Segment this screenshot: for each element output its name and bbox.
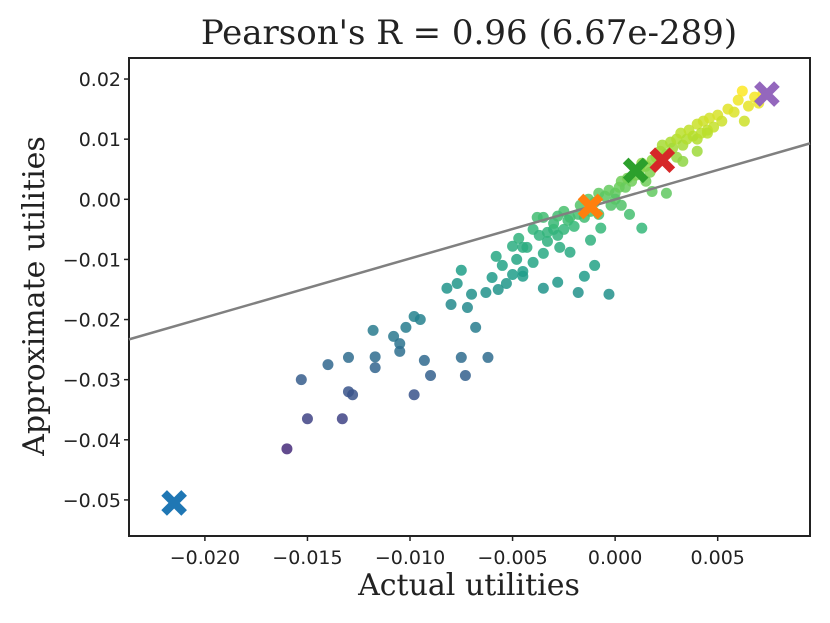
y-tick-label: −0.01 (63, 249, 121, 271)
data-point (496, 259, 508, 271)
x-tick-label: −0.015 (272, 547, 342, 569)
data-point (691, 145, 703, 157)
data-point (445, 299, 457, 311)
highlight-markers (161, 81, 780, 516)
data-point (732, 94, 744, 106)
data-point (742, 100, 754, 112)
data-point (322, 359, 334, 371)
data-point (408, 389, 420, 401)
data-point (490, 250, 502, 262)
fit-line-layer (128, 142, 811, 341)
data-point (595, 222, 607, 234)
data-point (414, 314, 426, 326)
data-point (572, 286, 584, 298)
data-point (568, 220, 580, 232)
data-point (537, 247, 549, 259)
data-point (552, 276, 564, 288)
y-axis-ticks: −0.05 −0.04 −0.03 −0.02 −0.01 0.00 0.01 0.02 (63, 69, 129, 512)
data-point (480, 286, 492, 298)
data-point (537, 282, 549, 294)
data-point (482, 351, 494, 363)
data-point (554, 241, 566, 253)
data-point (677, 155, 689, 167)
data-point (558, 223, 570, 235)
chart-title: Pearson's R = 0.96 (6.67e-289) (201, 13, 737, 53)
data-point (589, 259, 601, 271)
y-tick-label: −0.05 (63, 490, 121, 512)
data-point (455, 264, 467, 276)
y-tick-label: 0.01 (79, 129, 121, 151)
data-point (301, 413, 313, 425)
highlight-marker (161, 490, 187, 516)
x-tick-label: −0.020 (170, 547, 240, 569)
x-tick-label: −0.010 (375, 547, 445, 569)
y-tick-label: 0.02 (79, 69, 121, 91)
data-point (369, 362, 381, 374)
data-point (441, 282, 453, 294)
data-point (367, 324, 379, 336)
data-point (281, 443, 293, 455)
data-point (527, 256, 539, 268)
data-point (451, 277, 463, 289)
data-point (492, 283, 504, 295)
data-points (281, 85, 769, 455)
data-point (564, 246, 576, 258)
data-point (336, 413, 348, 425)
y-axis-label: Approximate utilities (17, 136, 52, 457)
data-point (736, 85, 748, 97)
data-point (660, 187, 672, 199)
data-point (728, 106, 740, 118)
data-point (461, 302, 473, 314)
data-point (470, 321, 482, 333)
data-point (394, 345, 406, 357)
data-point (342, 351, 354, 363)
data-point (541, 235, 553, 247)
data-point (636, 222, 648, 234)
data-point (466, 288, 478, 300)
y-tick-label: −0.02 (63, 310, 121, 332)
y-tick-label: −0.03 (63, 370, 121, 392)
data-point (388, 330, 400, 342)
data-point (615, 199, 627, 211)
x-tick-label: 0.005 (690, 547, 744, 569)
data-point (521, 241, 533, 253)
data-point (500, 277, 512, 289)
data-point (716, 115, 728, 127)
highlight-marker (754, 81, 780, 107)
data-point (418, 354, 430, 366)
data-point (623, 208, 635, 220)
x-axis-label: Actual utilities (357, 568, 580, 603)
data-point (507, 240, 519, 252)
highlight-marker (649, 147, 676, 174)
data-point (394, 338, 406, 350)
data-point (585, 234, 597, 246)
data-point (507, 268, 519, 280)
plot-frame (128, 57, 811, 537)
data-point (517, 270, 529, 282)
y-tick-label: 0.00 (79, 189, 121, 211)
data-point (425, 369, 437, 381)
x-tick-label: −0.005 (477, 547, 547, 569)
highlight-marker (577, 193, 604, 220)
data-point (295, 374, 307, 386)
data-point (513, 232, 525, 244)
data-point (455, 351, 467, 363)
data-point (541, 226, 553, 238)
data-point (603, 288, 615, 300)
data-point (486, 271, 498, 283)
x-axis-ticks: −0.020 −0.015 −0.010 −0.005 0.000 0.005 (170, 536, 745, 569)
fit-line (128, 142, 811, 341)
highlight-marker (622, 157, 649, 184)
data-point (459, 369, 471, 381)
y-tick-label: −0.04 (63, 430, 121, 452)
data-point (738, 115, 750, 127)
data-point (511, 253, 523, 265)
data-point (347, 389, 359, 401)
data-point (578, 270, 590, 282)
data-point (400, 321, 412, 333)
x-tick-label: 0.000 (588, 547, 642, 569)
data-point (369, 351, 381, 363)
data-point (701, 127, 713, 139)
